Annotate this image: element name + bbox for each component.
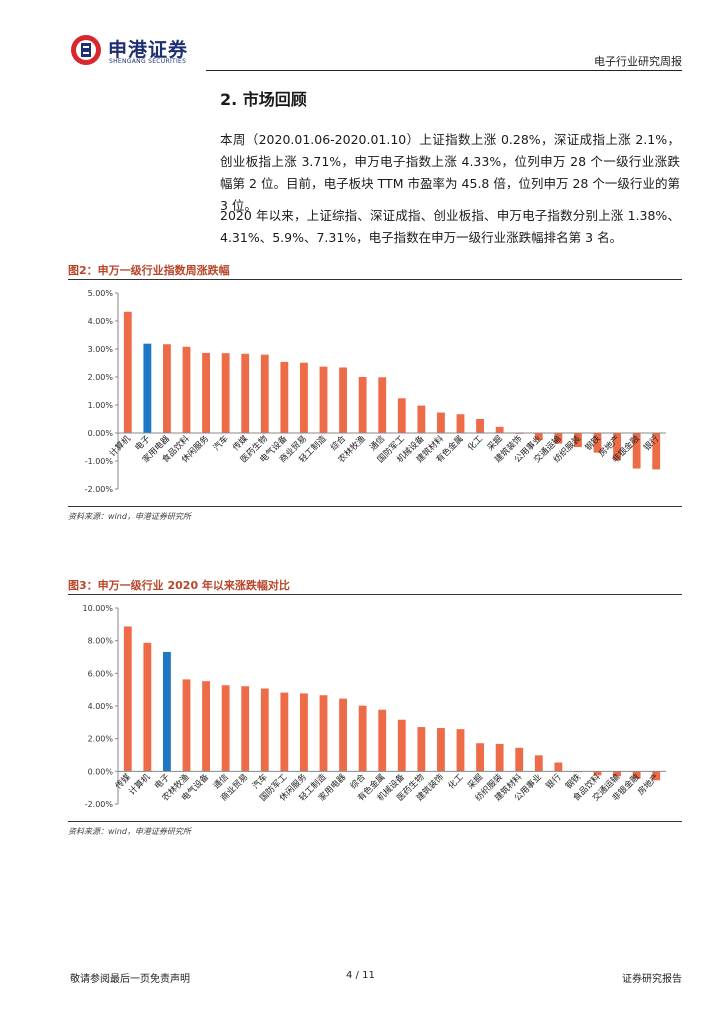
bar-22	[534, 755, 543, 772]
x-tick-label: 汽车	[211, 433, 231, 453]
bar-4	[182, 346, 191, 433]
bar-17	[437, 412, 445, 433]
weekly-change-chart: 5.00% 4.00% 3.00% 2.00% 1.00% 0.00% -1.00% -2.0…	[85, 289, 666, 494]
bar-14	[378, 377, 387, 433]
bar-25	[593, 433, 602, 453]
section-title: 2. 市场回顾	[220, 90, 307, 109]
bar-15	[397, 719, 406, 772]
market-review-paragraph-1: 本周（2020.01.06-2020.01.10）上证指数上涨 0.28%，深证…	[220, 132, 680, 213]
figure-2-source: 资料来源：wind，申港证券研究所	[68, 512, 191, 521]
disclaimer-note: 敬请参阅最后一页免责声明	[70, 974, 190, 985]
bar-4	[182, 679, 191, 772]
bar-8	[260, 354, 269, 433]
bar-12	[339, 698, 347, 772]
page-number: 4 / 11	[346, 970, 375, 981]
bar-7	[241, 353, 250, 433]
bar-3	[163, 344, 171, 433]
bar-18	[456, 729, 465, 772]
brand-logo-icon	[71, 35, 101, 65]
bar-12	[339, 367, 347, 433]
bar-16	[417, 405, 426, 433]
bar-20	[495, 743, 504, 772]
bar-19	[476, 419, 484, 433]
figure-2-title: 图2：申万一级行业指数周涨跌幅	[68, 264, 230, 277]
bar-24	[574, 433, 582, 447]
bar-14	[378, 709, 387, 772]
bar-11	[319, 695, 328, 772]
bar-9	[280, 361, 289, 433]
bar-13	[358, 705, 367, 772]
bar-1	[123, 311, 132, 433]
figure-3-title: 图3：申万一级行业 2020 年以来涨跌幅对比	[68, 579, 290, 592]
bar-2	[143, 343, 152, 433]
bar-27	[632, 771, 641, 779]
x-tick-label: 化工	[446, 771, 466, 791]
brand-name: 申港证券	[108, 39, 189, 61]
bar-27	[632, 433, 641, 469]
bar-23	[554, 762, 563, 772]
y-tick-label: 2.00%	[88, 373, 114, 382]
bar-9	[280, 692, 289, 772]
bar-13	[358, 377, 367, 433]
bar-26	[613, 771, 621, 777]
bar-2	[143, 642, 152, 772]
bar-25	[593, 771, 602, 776]
ytd-change-chart: 10.00%8.00%6.00%4.00%2.00%0.00%-2.00%传媒计…	[82, 604, 666, 809]
y-tick-label: 5.00%	[88, 289, 114, 298]
x-tick-label: 计算机	[127, 771, 153, 797]
bar-6	[221, 685, 230, 772]
y-tick-label: -2.00%	[85, 485, 114, 494]
market-review-paragraph-2: 2020 年以来，上证综指、深证成指、创业板指、申万电子指数分别上涨 1.38%…	[220, 208, 680, 245]
bar-7	[241, 686, 250, 772]
bar-28	[652, 771, 661, 781]
bar-21	[515, 747, 524, 772]
figure-2-top-rule	[68, 279, 682, 280]
y-tick-label: 1.00%	[88, 401, 114, 410]
figure-3-source: 资料来源：wind，申港证券研究所	[68, 827, 191, 836]
bar-18	[456, 414, 465, 433]
bar-20	[495, 426, 504, 433]
y-tick-label: 0.00%	[88, 767, 114, 776]
y-tick-label: 4.00%	[88, 702, 114, 711]
bar-17	[437, 728, 445, 772]
y-tick-label: 10.00%	[82, 604, 113, 613]
report-label: 证券研究报告	[622, 974, 682, 985]
bar-6	[221, 353, 230, 433]
bar-19	[476, 743, 484, 772]
bar-5	[202, 681, 210, 772]
bar-11	[319, 366, 328, 433]
y-tick-label: 2.00%	[88, 735, 114, 744]
bar-22	[534, 433, 543, 440]
y-tick-label: 4.00%	[88, 317, 114, 326]
bar-26	[613, 433, 621, 461]
header-divider	[206, 70, 682, 71]
bar-10	[300, 693, 308, 772]
report-type: 电子行业研究周报	[594, 55, 682, 68]
bar-8	[260, 688, 269, 772]
y-tick-label: 6.00%	[88, 669, 114, 678]
bar-5	[202, 352, 210, 433]
bar-3	[163, 651, 171, 772]
bar-28	[652, 433, 661, 470]
y-tick-label: -2.00%	[85, 800, 114, 809]
bar-15	[397, 398, 406, 433]
figure-3-top-rule	[68, 594, 682, 595]
brand-subtitle: SHENGANG SECURITIES	[109, 58, 187, 65]
y-tick-label: 0.00%	[88, 429, 114, 438]
bar-10	[300, 362, 308, 433]
x-tick-label: 银行	[544, 771, 564, 791]
bar-1	[123, 626, 132, 772]
y-tick-label: 3.00%	[88, 345, 114, 354]
figure-2-bottom-rule	[68, 506, 682, 507]
y-tick-label: -1.00%	[85, 457, 114, 466]
x-tick-label: 化工	[465, 433, 485, 453]
bar-16	[417, 727, 426, 772]
figure-3-bottom-rule	[68, 821, 682, 822]
brand-logo: 申港证券 SHENGANG SECURITIES	[70, 34, 210, 68]
y-tick-label: 8.00%	[88, 637, 114, 646]
bar-23	[554, 433, 563, 444]
